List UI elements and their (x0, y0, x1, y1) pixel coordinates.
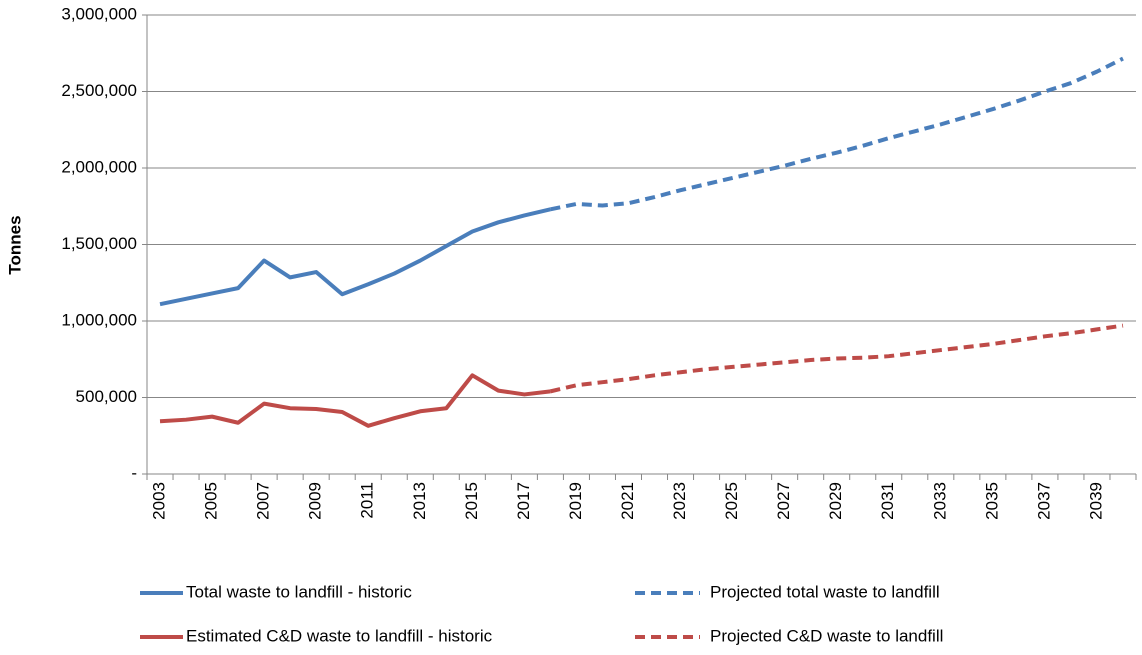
x-tick-label: 2027 (774, 482, 793, 520)
x-tick-label: 2015 (462, 482, 481, 520)
x-tick-label: 2029 (826, 482, 845, 520)
x-tick-label: 2031 (878, 482, 897, 520)
x-tick-label: 2021 (618, 482, 637, 520)
x-tick-label: 2035 (982, 482, 1001, 520)
x-tick-label: 2003 (149, 482, 168, 520)
x-tick-label: 2009 (306, 482, 325, 520)
x-tick-label: 2011 (358, 482, 377, 519)
x-tick-label: 2039 (1086, 482, 1105, 520)
y-tick-label: 1,500,000 (61, 234, 137, 253)
x-tick-label: 2019 (566, 482, 585, 520)
legend-label: Estimated C&D waste to landfill - histor… (186, 626, 493, 645)
y-tick-label: 3,000,000 (61, 4, 137, 23)
x-tick-label: 2005 (202, 482, 221, 520)
x-tick-label: 2033 (930, 482, 949, 520)
x-tick-label: 2017 (514, 482, 533, 520)
x-tick-label: 2007 (254, 482, 273, 520)
legend-label: Total waste to landfill - historic (186, 582, 412, 601)
y-tick-label: 2,500,000 (61, 81, 137, 100)
data-line (159, 207, 551, 307)
legend-label: Projected total waste to landfill (710, 582, 940, 601)
y-tick-label: 500,000 (76, 387, 137, 406)
data-line (159, 373, 551, 428)
data-line (549, 323, 1124, 394)
x-tick-label: 2037 (1034, 482, 1053, 520)
y-tick-label: 2,000,000 (61, 157, 137, 176)
legend-label: Projected C&D waste to landfill (710, 626, 943, 645)
x-tick-label: 2023 (670, 482, 689, 520)
data-line (550, 56, 1124, 212)
x-tick-label: 2013 (410, 482, 429, 520)
y-tick-label: 1,000,000 (61, 310, 137, 329)
y-tick-label: - (131, 463, 137, 482)
x-tick-label: 2025 (722, 482, 741, 520)
y-axis-label: Tonnes (5, 215, 24, 274)
